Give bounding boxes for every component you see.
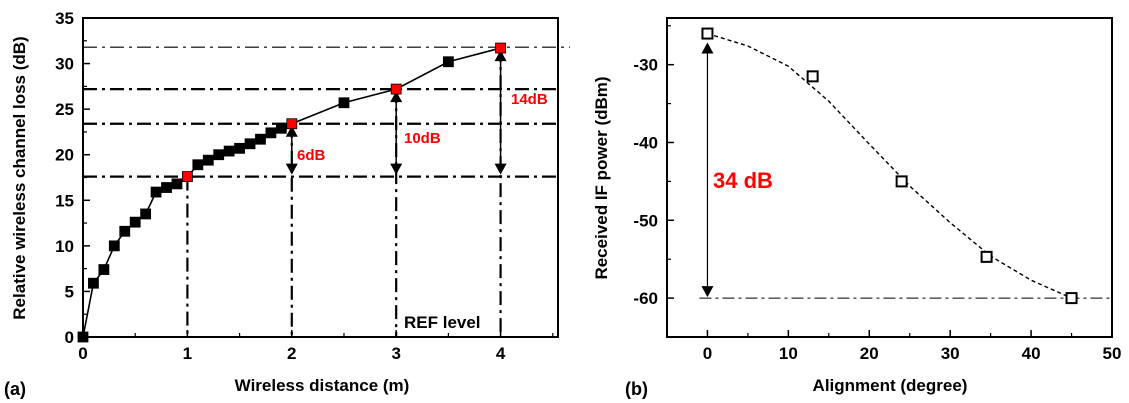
panel-b-ticks: 0 10 20 30 40 50 -30 -40 -50 -60 (633, 25, 1122, 363)
highlighted-point (181, 171, 193, 182)
data-point (161, 182, 172, 193)
data-point (192, 159, 204, 171)
panel-b-y-axis-label: Received IF power (dBm) (592, 76, 611, 279)
data-point (213, 149, 225, 161)
y-tick-label: 15 (55, 191, 74, 210)
data-point (171, 178, 183, 190)
panel-a-annotation-14db: 14dB (511, 91, 548, 108)
y-tick-label: -50 (633, 211, 658, 230)
data-point (98, 264, 110, 275)
highlighted-point (286, 118, 298, 130)
panel-b-annotation: 34 dB (713, 168, 773, 193)
x-tick-label: 0 (703, 344, 712, 363)
x-tick-label: 0 (78, 344, 87, 363)
panel-b-markers (701, 27, 1078, 305)
data-point (895, 175, 908, 188)
data-point (234, 142, 245, 154)
y-tick-label: 35 (55, 9, 74, 28)
y-tick-label: 10 (55, 237, 74, 256)
panel-a-x-axis-label: Wireless distance (m) (235, 376, 410, 395)
panel-a-annotation-10db: 10dB (404, 130, 441, 147)
data-point (129, 216, 141, 228)
panel-a-ref-label: REF level (404, 313, 481, 332)
highlighted-point (495, 42, 506, 54)
y-tick-label: -60 (633, 289, 658, 308)
x-tick-label: 1 (183, 344, 192, 363)
data-point (806, 70, 819, 83)
panel-a-arrow-2-head-bottom (390, 163, 403, 175)
data-point (701, 27, 714, 40)
panel-b-arrow-head-bottom (701, 286, 714, 298)
data-point (1065, 292, 1078, 305)
fit-curve-path (707, 32, 1072, 299)
data-point (275, 122, 287, 134)
panel-a-y-axis-label: Relative wireless channel loss (dB) (10, 36, 29, 319)
x-tick-label: 4 (496, 344, 506, 363)
panel-b-chart: 0 10 20 30 40 50 -30 -40 -50 -60 34 dB Alignment … (592, 17, 1122, 399)
panel-a-arrow-3-head-bottom (494, 163, 507, 175)
panel-b-plot-frame (666, 17, 1113, 338)
data-point (980, 250, 993, 263)
panel-a-arrow-1-head-top (285, 125, 298, 137)
y-tick-label: 0 (65, 328, 74, 347)
y-tick-label: 20 (55, 146, 74, 165)
x-tick-label: 20 (860, 344, 879, 363)
y-tick-label: -30 (633, 56, 658, 75)
data-point (140, 208, 152, 220)
x-tick-label: 3 (391, 344, 400, 363)
panel-a-markers (77, 42, 506, 343)
data-point (442, 56, 454, 68)
data-point (150, 186, 162, 198)
x-tick-label: 10 (779, 344, 798, 363)
data-point (244, 138, 256, 150)
panel-a-ticks: 0 1 2 3 4 0 5 10 15 20 25 30 35 (55, 9, 554, 363)
panel-b-label: (b) (625, 379, 648, 399)
panel-b-fit-curve (707, 32, 1072, 299)
x-tick-label: 40 (1022, 344, 1041, 363)
data-point (119, 225, 131, 237)
data-point (265, 127, 277, 139)
panel-a-arrow-3-head-top (494, 50, 507, 62)
panel-a-label: (a) (4, 379, 26, 399)
y-tick-label: 30 (55, 55, 74, 74)
data-point (88, 277, 99, 289)
panel-a-chart: 0 1 2 3 4 0 5 10 15 20 25 30 35 REF level 6dB 10dB 1… (4, 9, 570, 399)
y-tick-label: 25 (55, 100, 74, 119)
panel-b-arrow (701, 42, 714, 298)
x-tick-label: 2 (287, 344, 296, 363)
x-tick-label: 30 (941, 344, 960, 363)
data-point (223, 145, 235, 157)
panel-a-arrow-1-head-bottom (285, 163, 298, 175)
data-point (338, 97, 350, 109)
data-point (108, 240, 120, 252)
panel-a-arrows (285, 50, 507, 175)
panel-a-annotation-6db: 6dB (297, 147, 326, 164)
highlighted-point (390, 83, 402, 95)
data-point (202, 154, 214, 166)
panel-b-arrow-head-top (701, 42, 714, 54)
data-point (255, 133, 266, 145)
panel-a-arrow-2-head-top (390, 91, 403, 103)
x-tick-label: 50 (1103, 344, 1122, 363)
y-tick-label: 5 (65, 282, 74, 301)
y-tick-label: -40 (633, 133, 658, 152)
panel-b-x-axis-label: Alignment (degree) (813, 376, 968, 395)
